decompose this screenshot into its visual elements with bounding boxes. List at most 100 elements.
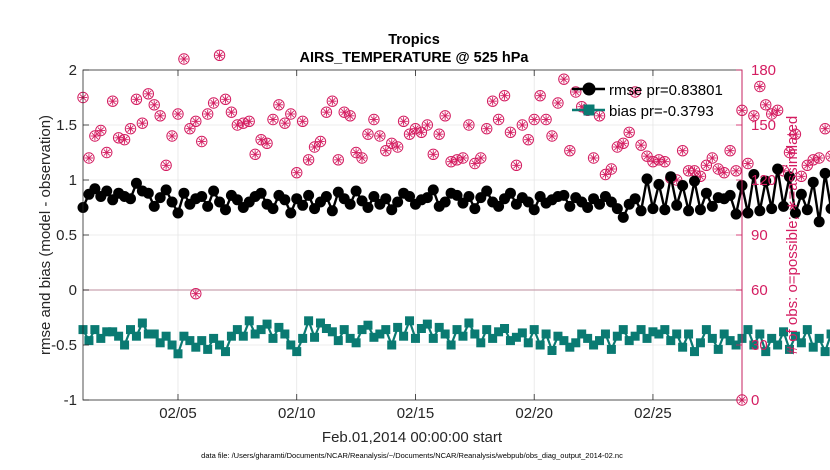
rmse-point: [255, 187, 267, 199]
assimilated-obs-marker: [464, 120, 474, 130]
bias-point: [470, 329, 480, 339]
y-tick-label-left: 1: [69, 172, 77, 189]
assimilated-obs-marker: [138, 118, 147, 128]
possible-obs-marker: [201, 108, 214, 120]
x-tick-label: 02/15: [397, 405, 435, 422]
assimilated-obs-marker: [150, 100, 159, 110]
bias-point: [220, 347, 230, 357]
possible-obs-marker: [124, 122, 137, 135]
bias-point: [559, 336, 569, 346]
bias-point: [482, 325, 492, 335]
possible-obs-marker: [320, 106, 333, 118]
y-tick-label-right: 60: [751, 282, 768, 299]
possible-obs-marker: [338, 106, 350, 118]
possible-obs-marker: [783, 146, 796, 159]
bias-point: [476, 338, 486, 348]
legend: rmse pr=0.83801 bias pr=-0.3793: [572, 82, 723, 120]
assimilated-obs-marker: [814, 153, 824, 163]
assimilated-obs-marker: [803, 161, 812, 170]
assimilated-obs-marker: [239, 118, 248, 128]
assimilated-obs-marker: [708, 153, 717, 163]
rmse-point: [124, 193, 136, 205]
rmse-point: [760, 175, 772, 187]
possible-obs-marker: [712, 163, 724, 175]
assimilated-obs-marker: [636, 140, 646, 150]
possible-obs-marker: [647, 155, 659, 168]
possible-obs-marker: [730, 165, 742, 177]
rmse-point: [582, 202, 594, 213]
assimilated-obs-marker: [310, 142, 319, 152]
possible-obs-marker: [172, 108, 184, 120]
possible-obs-marker: [433, 128, 445, 140]
possible-obs-marker: [427, 148, 439, 161]
assimilated-obs-marker: [488, 96, 497, 106]
possible-obs-marker: [285, 108, 297, 120]
possible-obs-marker: [748, 110, 760, 122]
rmse-point: [748, 169, 760, 180]
possible-obs-marker: [118, 133, 131, 146]
assimilated-obs-marker: [345, 111, 355, 121]
bias-point: [120, 340, 130, 350]
bias-point: [333, 336, 343, 346]
assimilated-obs-marker: [826, 152, 830, 160]
rmse-point: [683, 205, 695, 217]
y-axis-label-right: # of obs: o=possible; ∗=assimilated: [784, 116, 801, 355]
possible-obs-marker: [724, 144, 736, 157]
possible-obs-marker: [451, 154, 463, 166]
possible-obs-marker: [760, 99, 772, 111]
assimilated-obs-marker: [601, 170, 610, 179]
rmse-point: [148, 200, 160, 212]
rmse-point: [320, 191, 332, 202]
bias-point: [250, 329, 260, 339]
bias-point: [191, 342, 201, 352]
rmse-point: [665, 171, 677, 183]
bias-point: [761, 347, 771, 357]
rmse-point: [772, 163, 784, 175]
bias-point: [339, 325, 349, 335]
rmse-point: [154, 192, 166, 204]
possible-obs-marker: [463, 119, 475, 131]
possible-obs-marker: [279, 117, 291, 129]
assimilated-obs-marker: [209, 98, 218, 108]
bias-point: [351, 338, 361, 348]
rmse-point: [504, 187, 516, 199]
rmse-point: [558, 189, 570, 201]
assimilated-obs-marker: [773, 106, 782, 115]
rmse-point: [659, 204, 671, 216]
bias-point: [464, 318, 474, 328]
assimilated-obs-marker: [375, 131, 385, 141]
rmse-point: [368, 191, 380, 202]
assimilated-obs-marker: [743, 159, 753, 168]
assimilated-obs-marker: [126, 124, 135, 133]
assimilated-obs-marker: [268, 115, 278, 124]
rmse-point: [214, 196, 226, 208]
possible-obs-marker: [225, 106, 238, 118]
possible-obs-marker: [112, 132, 125, 144]
possible-obs-marker: [362, 128, 374, 140]
bias-point: [304, 316, 314, 326]
possible-obs-marker: [95, 124, 107, 137]
bias-point: [666, 336, 676, 346]
assimilated-obs-marker: [470, 159, 480, 168]
bias-point: [452, 325, 462, 335]
bias-point: [369, 332, 379, 342]
bias-point: [226, 331, 236, 341]
possible-obs-marker: [368, 113, 380, 126]
bias-point: [595, 336, 605, 346]
rmse-point: [825, 203, 830, 214]
x-tick-label: 02/10: [278, 405, 316, 422]
bias-point: [428, 333, 438, 343]
assimilated-obs-marker: [452, 155, 462, 165]
possible-obs-marker: [231, 119, 244, 131]
possible-obs-marker: [552, 97, 564, 109]
legend-bias-label: bias pr=-0.3793: [609, 103, 714, 120]
bias-point: [802, 325, 812, 335]
possible-obs-marker: [540, 113, 552, 126]
rmse-point: [671, 199, 683, 211]
rmse-point: [528, 204, 540, 216]
bias-point: [779, 327, 789, 337]
bias-point: [565, 342, 575, 352]
possible-obs-marker: [676, 144, 689, 157]
possible-obs-marker: [374, 130, 386, 142]
